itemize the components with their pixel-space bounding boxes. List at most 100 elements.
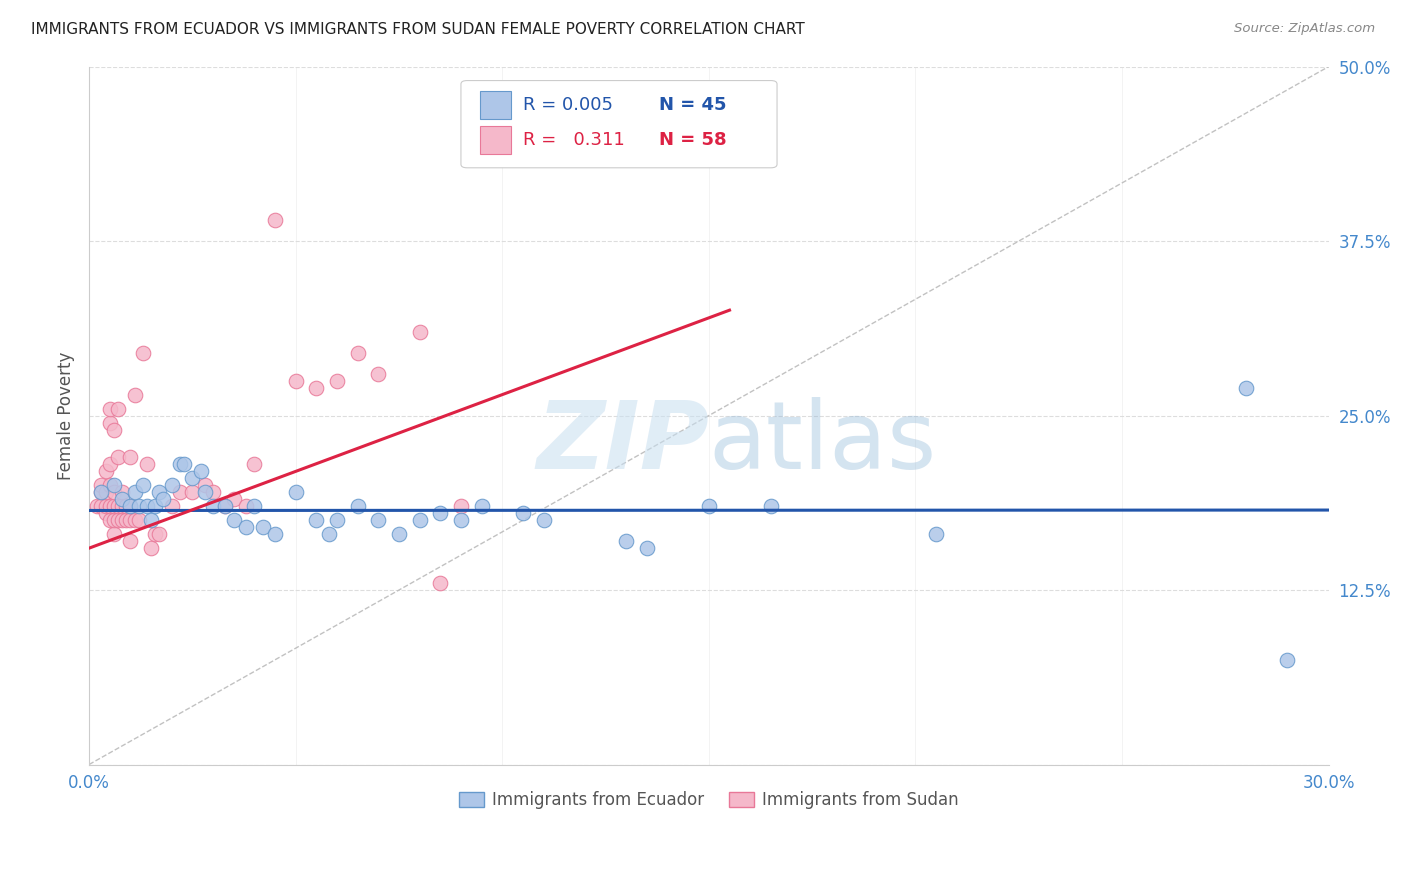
Point bbox=[90, 478, 112, 492]
Point bbox=[111, 513, 134, 527]
Point bbox=[90, 485, 112, 500]
Point bbox=[111, 492, 134, 507]
Point bbox=[120, 513, 142, 527]
Point bbox=[429, 576, 451, 591]
Point bbox=[98, 513, 121, 527]
Legend: Immigrants from Ecuador, Immigrants from Sudan: Immigrants from Ecuador, Immigrants from… bbox=[451, 784, 966, 815]
Point bbox=[252, 520, 274, 534]
Point bbox=[284, 485, 307, 500]
Point bbox=[94, 485, 117, 500]
Point bbox=[98, 458, 121, 472]
Point bbox=[148, 527, 170, 541]
Point bbox=[107, 450, 129, 465]
Point bbox=[115, 513, 138, 527]
Point bbox=[243, 500, 266, 514]
Point bbox=[103, 485, 125, 500]
Point bbox=[148, 485, 170, 500]
Point bbox=[128, 513, 150, 527]
Point bbox=[202, 500, 225, 514]
Point bbox=[94, 500, 117, 514]
Point bbox=[135, 500, 157, 514]
Point bbox=[103, 513, 125, 527]
Text: R =   0.311: R = 0.311 bbox=[523, 131, 624, 149]
Point bbox=[115, 500, 138, 514]
Text: IMMIGRANTS FROM ECUADOR VS IMMIGRANTS FROM SUDAN FEMALE POVERTY CORRELATION CHAR: IMMIGRANTS FROM ECUADOR VS IMMIGRANTS FR… bbox=[31, 22, 804, 37]
Point bbox=[103, 478, 125, 492]
Text: Source: ZipAtlas.com: Source: ZipAtlas.com bbox=[1234, 22, 1375, 36]
Point bbox=[614, 534, 637, 549]
Point bbox=[107, 500, 129, 514]
Point bbox=[471, 500, 494, 514]
Point bbox=[326, 513, 349, 527]
Point bbox=[124, 387, 146, 401]
Point bbox=[214, 500, 236, 514]
FancyBboxPatch shape bbox=[461, 80, 778, 168]
Point bbox=[98, 416, 121, 430]
Point bbox=[90, 500, 112, 514]
Point bbox=[190, 464, 212, 478]
Point bbox=[305, 381, 328, 395]
Point bbox=[128, 500, 150, 514]
Text: N = 45: N = 45 bbox=[659, 96, 727, 114]
Point bbox=[103, 500, 125, 514]
Point bbox=[318, 527, 340, 541]
Point bbox=[284, 374, 307, 388]
Point bbox=[194, 478, 217, 492]
Point bbox=[135, 458, 157, 472]
Point bbox=[202, 485, 225, 500]
Point bbox=[222, 513, 245, 527]
Point bbox=[326, 374, 349, 388]
Point bbox=[107, 401, 129, 416]
Point bbox=[264, 527, 287, 541]
Point bbox=[98, 478, 121, 492]
Point bbox=[450, 500, 472, 514]
Point bbox=[107, 513, 129, 527]
Point bbox=[94, 464, 117, 478]
Text: N = 58: N = 58 bbox=[659, 131, 727, 149]
Bar bbox=[479, 126, 510, 153]
Point bbox=[759, 500, 782, 514]
Point bbox=[636, 541, 658, 556]
Point bbox=[111, 485, 134, 500]
Point bbox=[214, 500, 236, 514]
Point bbox=[169, 458, 191, 472]
Point bbox=[98, 500, 121, 514]
Text: ZIP: ZIP bbox=[536, 398, 709, 490]
Point bbox=[160, 478, 183, 492]
Point bbox=[346, 500, 368, 514]
Point bbox=[139, 541, 162, 556]
Point bbox=[94, 506, 117, 520]
Point bbox=[235, 520, 257, 534]
Point bbox=[152, 492, 174, 507]
Point bbox=[450, 513, 472, 527]
Point bbox=[697, 500, 720, 514]
Point bbox=[533, 513, 555, 527]
Point bbox=[388, 527, 411, 541]
Point bbox=[408, 325, 430, 339]
Point bbox=[346, 345, 368, 359]
Point bbox=[120, 534, 142, 549]
Point bbox=[367, 513, 389, 527]
Point bbox=[235, 500, 257, 514]
Point bbox=[132, 478, 155, 492]
Point bbox=[120, 450, 142, 465]
Point bbox=[124, 485, 146, 500]
Point bbox=[143, 500, 166, 514]
Point bbox=[124, 513, 146, 527]
Bar bbox=[479, 91, 510, 119]
Point bbox=[160, 500, 183, 514]
Point bbox=[139, 513, 162, 527]
Point bbox=[173, 458, 195, 472]
Point bbox=[264, 213, 287, 227]
Point bbox=[925, 527, 948, 541]
Point bbox=[181, 471, 204, 485]
Point bbox=[90, 485, 112, 500]
Point bbox=[132, 345, 155, 359]
Point bbox=[120, 500, 142, 514]
Text: R = 0.005: R = 0.005 bbox=[523, 96, 613, 114]
Point bbox=[1234, 381, 1257, 395]
Point bbox=[111, 500, 134, 514]
Point bbox=[367, 367, 389, 381]
Point bbox=[181, 485, 204, 500]
Point bbox=[305, 513, 328, 527]
